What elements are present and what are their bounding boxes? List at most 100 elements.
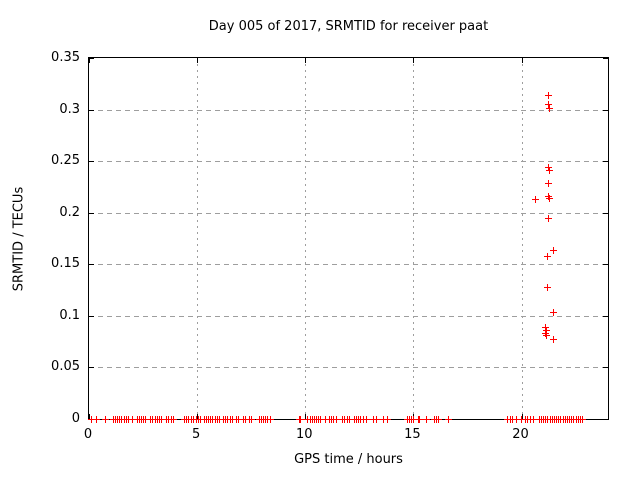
y-tick-label: 0.35 xyxy=(51,50,80,65)
data-point-marker xyxy=(229,416,237,423)
y-tick-left xyxy=(89,264,94,266)
y-tick-label: 0.1 xyxy=(59,307,80,323)
data-point-marker xyxy=(266,416,274,423)
data-point-marker xyxy=(550,308,558,316)
data-point-marker xyxy=(545,195,553,203)
v-gridline xyxy=(521,58,523,419)
y-tick-right xyxy=(603,212,608,214)
data-point-marker xyxy=(423,416,431,423)
x-tick-bottom xyxy=(305,414,307,419)
h-gridline xyxy=(89,315,608,317)
x-tick-label: 0 xyxy=(83,427,93,442)
data-point-marker xyxy=(532,196,540,204)
y-tick-left xyxy=(89,315,94,317)
data-point-marker xyxy=(550,246,558,254)
y-tick-right xyxy=(603,264,608,266)
data-point-marker xyxy=(379,416,387,423)
data-point-marker xyxy=(545,104,553,112)
data-point-marker xyxy=(332,416,340,423)
data-point-marker xyxy=(544,164,552,172)
v-gridline xyxy=(197,58,199,419)
x-tick-top xyxy=(89,58,90,63)
data-point-marker xyxy=(128,416,136,423)
y-tick-left xyxy=(89,367,94,369)
h-gridline xyxy=(89,212,608,214)
data-point-marker xyxy=(541,330,549,338)
data-point-marker xyxy=(542,332,550,340)
data-point-marker xyxy=(530,416,538,423)
data-point-marker xyxy=(541,324,549,332)
h-gridline xyxy=(89,264,608,266)
y-tick-right xyxy=(603,419,608,420)
y-tick-left xyxy=(89,109,94,111)
y-tick-label: 0 xyxy=(71,411,80,426)
data-point-marker xyxy=(545,214,553,222)
y-tick-right xyxy=(603,109,608,111)
y-tick-label: 0.15 xyxy=(51,256,80,272)
x-tick-top xyxy=(305,58,307,63)
data-point-marker xyxy=(544,193,552,201)
data-point-marker xyxy=(321,416,329,423)
y-tick-label: 0.2 xyxy=(59,204,80,220)
data-point-marker xyxy=(416,416,424,423)
x-tick-top xyxy=(521,58,523,63)
data-point-marker xyxy=(435,416,443,423)
h-gridline xyxy=(89,161,608,163)
data-point-marker xyxy=(372,416,380,423)
data-point-marker xyxy=(362,416,370,423)
y-axis-label: SRMTID / TECUs xyxy=(11,186,27,292)
data-point-marker xyxy=(444,416,452,423)
data-point-marker xyxy=(549,335,557,343)
data-point-marker xyxy=(508,416,516,423)
y-tick-left xyxy=(89,58,94,59)
data-point-marker xyxy=(545,167,553,175)
data-point-marker xyxy=(340,416,348,423)
plot-area xyxy=(87,57,609,423)
x-tick-bottom xyxy=(89,414,90,419)
x-tick-label: 10 xyxy=(295,427,313,442)
data-point-marker xyxy=(579,416,587,423)
h-gridline xyxy=(89,109,608,111)
data-point-marker xyxy=(345,416,353,423)
data-point-marker xyxy=(87,416,95,423)
y-tick-right xyxy=(603,161,608,163)
y-tick-right xyxy=(603,367,608,369)
data-point-marker xyxy=(297,416,305,423)
y-tick-label: 0.3 xyxy=(59,101,80,117)
y-tick-left xyxy=(89,161,94,163)
x-tick-bottom xyxy=(197,414,199,419)
y-tick-left xyxy=(89,212,94,214)
data-point-marker xyxy=(542,327,550,335)
x-tick-top xyxy=(197,58,199,63)
data-point-marker xyxy=(383,416,391,423)
v-gridline xyxy=(305,58,307,419)
x-tick-label: 20 xyxy=(512,427,529,442)
data-point-marker xyxy=(545,92,553,100)
x-tick-label: 5 xyxy=(191,427,201,442)
data-point-marker xyxy=(92,416,100,423)
data-point-marker xyxy=(124,416,132,423)
data-point-marker xyxy=(142,416,150,423)
data-point-marker xyxy=(235,416,243,423)
data-point-marker xyxy=(410,416,418,423)
data-point-marker xyxy=(544,253,552,261)
y-tick-label: 0.25 xyxy=(51,153,80,169)
y-tick-right xyxy=(603,315,608,317)
y-tick-right xyxy=(603,58,608,59)
data-point-marker xyxy=(545,179,553,187)
v-gridline xyxy=(413,58,415,419)
data-point-marker xyxy=(170,416,178,423)
data-point-marker xyxy=(544,101,552,109)
data-point-marker xyxy=(241,416,249,423)
data-point-marker xyxy=(158,416,166,423)
data-point-marker xyxy=(248,416,256,423)
data-point-marker xyxy=(102,416,109,423)
x-axis-label: GPS time / hours xyxy=(294,452,403,467)
data-point-marker xyxy=(544,283,552,291)
data-point-marker xyxy=(518,416,526,423)
data-point-marker xyxy=(513,416,521,423)
x-tick-label: 15 xyxy=(404,427,421,442)
data-point-marker xyxy=(216,416,224,423)
h-gridline xyxy=(89,367,608,369)
